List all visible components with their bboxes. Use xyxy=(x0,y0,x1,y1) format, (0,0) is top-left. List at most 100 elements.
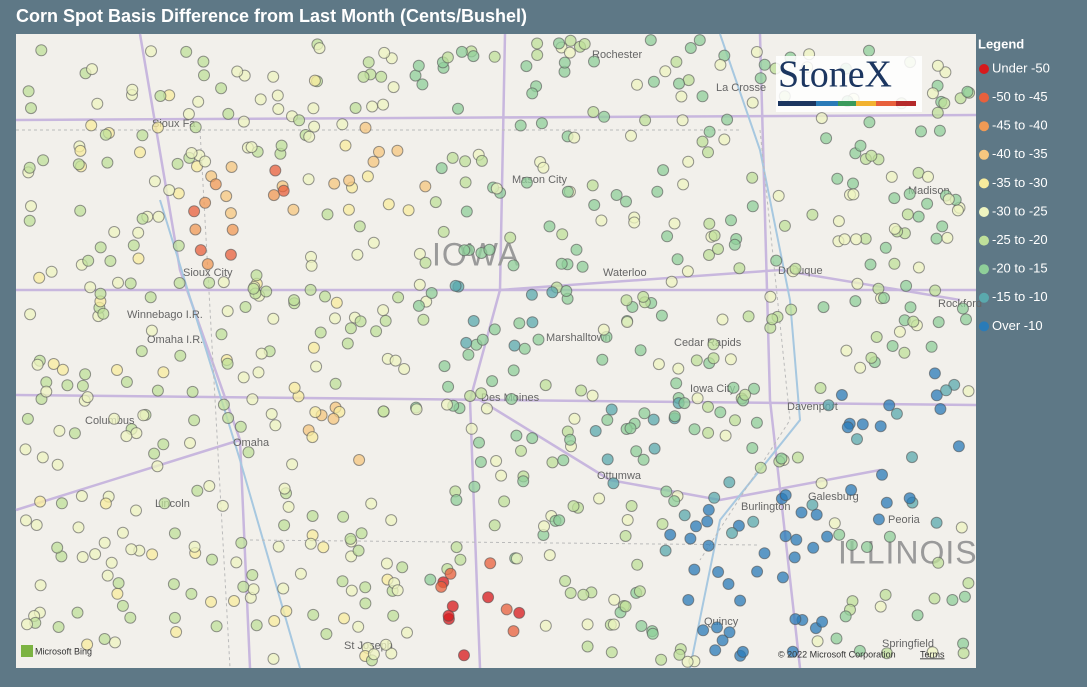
site-marker xyxy=(125,543,138,556)
site-marker xyxy=(498,495,511,508)
site-marker xyxy=(619,600,632,613)
site-marker xyxy=(746,442,759,454)
legend-label[interactable]: Under -50 xyxy=(992,60,1050,75)
site-marker xyxy=(567,500,580,513)
site-marker xyxy=(876,468,888,481)
site-marker xyxy=(134,146,146,159)
site-marker xyxy=(555,257,568,270)
site-marker xyxy=(25,200,37,213)
site-marker xyxy=(380,557,393,570)
site-marker xyxy=(719,429,732,442)
site-marker xyxy=(507,625,520,638)
site-marker xyxy=(675,90,688,103)
site-marker xyxy=(228,595,240,607)
site-marker xyxy=(19,443,32,456)
site-marker xyxy=(79,368,92,381)
site-marker xyxy=(814,382,827,394)
site-marker xyxy=(382,198,395,211)
borders xyxy=(16,129,791,669)
legend-label[interactable]: -25 to -20 xyxy=(992,232,1048,247)
site-marker xyxy=(535,117,548,130)
site-marker xyxy=(721,113,734,126)
site-marker xyxy=(772,189,785,202)
site-marker xyxy=(707,352,720,365)
site-marker xyxy=(822,399,835,412)
site-marker xyxy=(747,515,760,528)
legend-label[interactable]: -40 to -35 xyxy=(992,146,1048,161)
site-marker xyxy=(727,381,740,394)
place: Springfield xyxy=(882,638,934,650)
site-marker xyxy=(191,484,204,497)
site-marker xyxy=(302,173,315,186)
site-marker xyxy=(703,125,716,138)
site-marker xyxy=(681,265,694,278)
site-marker xyxy=(788,551,801,564)
site-marker xyxy=(601,414,614,426)
site-marker xyxy=(928,367,941,380)
terms-link[interactable]: Terms xyxy=(920,649,945,659)
site-marker xyxy=(145,45,157,58)
site-marker xyxy=(365,497,378,510)
site-marker xyxy=(74,204,87,217)
site-marker xyxy=(682,155,695,168)
site-marker xyxy=(91,97,104,110)
legend-label[interactable]: -30 to -25 xyxy=(992,203,1048,218)
site-marker xyxy=(601,453,614,466)
site-marker xyxy=(419,256,432,269)
site-marker xyxy=(839,610,852,623)
site-marker xyxy=(33,271,46,284)
site-marker xyxy=(815,112,828,125)
site-marker xyxy=(127,239,140,252)
site-marker xyxy=(633,585,646,598)
site-marker xyxy=(676,114,689,127)
site-marker xyxy=(854,139,867,152)
site-marker xyxy=(795,506,808,519)
site-marker xyxy=(308,74,321,87)
site-marker xyxy=(728,238,741,251)
site-marker xyxy=(224,207,237,220)
site-marker xyxy=(711,621,723,634)
site-marker xyxy=(885,170,898,183)
site-marker xyxy=(934,403,947,415)
site-marker xyxy=(568,412,581,425)
site-marker xyxy=(417,313,430,326)
legend-swatch xyxy=(979,235,989,246)
site-marker xyxy=(36,451,49,464)
site-marker xyxy=(235,536,248,549)
legend-label[interactable]: -15 to -10 xyxy=(992,289,1048,304)
site-marker xyxy=(539,379,552,392)
legend-label[interactable]: -35 to -30 xyxy=(992,175,1048,190)
site-marker xyxy=(874,600,887,613)
site-marker xyxy=(254,93,267,106)
legend-label[interactable]: -45 to -40 xyxy=(992,118,1048,133)
site-marker xyxy=(576,260,589,273)
site-marker xyxy=(960,313,972,326)
site-marker xyxy=(652,358,665,371)
site-marker xyxy=(921,197,934,210)
site-marker xyxy=(951,204,964,217)
site-marker xyxy=(701,515,714,528)
site-marker xyxy=(237,371,250,384)
map: Rochester La Crosse Sioux Fa Mason City … xyxy=(15,33,982,669)
legend-label[interactable]: Over -10 xyxy=(992,318,1043,333)
site-marker xyxy=(560,285,573,297)
site-marker xyxy=(786,645,799,658)
site-marker xyxy=(464,390,477,402)
site-marker xyxy=(182,108,195,120)
site-marker xyxy=(81,391,94,404)
site-marker xyxy=(888,192,901,205)
legend-swatch xyxy=(979,207,989,217)
site-marker xyxy=(303,130,316,143)
site-marker xyxy=(449,279,462,292)
site-marker xyxy=(352,620,365,633)
site-marker xyxy=(168,611,181,624)
site-marker xyxy=(734,594,747,607)
site-marker xyxy=(24,308,37,321)
legend-label[interactable]: -50 to -45 xyxy=(992,89,1048,104)
site-marker xyxy=(392,291,405,304)
site-marker xyxy=(136,212,149,225)
legend-label[interactable]: -20 to -15 xyxy=(992,261,1048,276)
site-marker xyxy=(874,420,887,433)
site-marker xyxy=(831,172,844,185)
site-marker xyxy=(593,492,606,505)
